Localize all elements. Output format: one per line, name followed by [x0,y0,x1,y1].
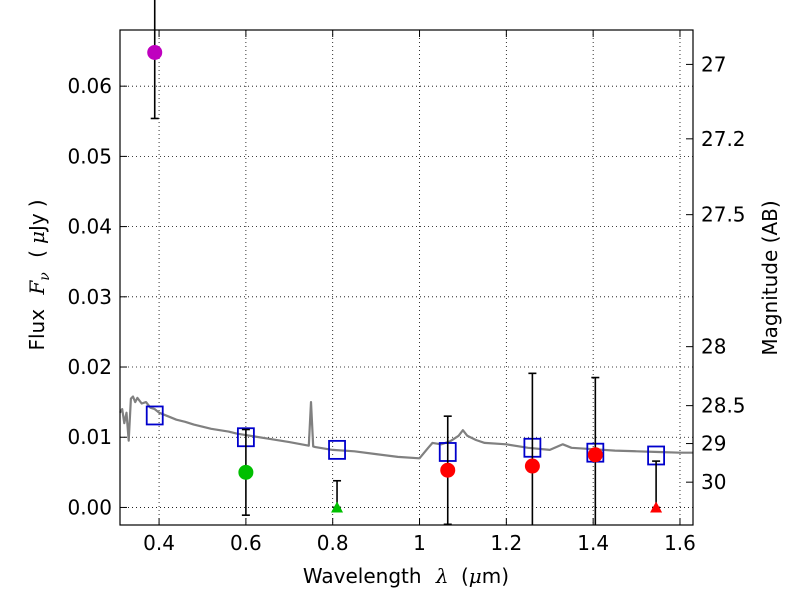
y2-tick-label: 27 [701,52,726,76]
axis-ticks: 0.4 0.6 0.8 1 1.2 1.4 1.6 0.00 0.01 0.02 0.03 0.04 0… [67,30,746,555]
observed-flux-red-point [440,462,456,478]
y2-tick-label: 27.2 [701,127,746,151]
y-axis-label-prefix: Flux [25,309,49,351]
x-axis-label-lambda: λ [435,564,449,588]
observed-flux-red-point [524,458,540,474]
plot-area [119,0,693,526]
observed-flux-red-point [587,447,603,463]
y2-tick-label: 29 [701,432,726,456]
y-axis-label-unit-jy: Jy [25,213,49,233]
x-axis-label-unit-mu: μ [469,564,482,588]
x-axis-label: Wavelength λ (μm) [303,564,509,588]
y2-tick-label: 28 [701,335,726,359]
upper-limit-green-marker [331,501,344,513]
plot-frame [119,29,694,526]
x-axis-label-unit-close: ) [501,564,509,588]
x-tick-label: 0.6 [230,531,262,555]
x-tick-label: 0.8 [317,531,349,555]
x-axis-label-unit-m: m [482,564,501,588]
y-tick-label: 0.00 [67,495,112,519]
model-sed-line [119,395,693,460]
y2-axis-label: Magnitude (AB) [758,200,782,355]
y-tick-label: 0.03 [67,285,112,309]
y-axis-label-subscript: ν [37,272,53,281]
x-tick-label: 1.6 [664,531,696,555]
y-tick-label: 0.05 [67,144,112,168]
y-tick-label: 0.01 [67,425,112,449]
y2-tick-label: 30 [701,470,726,494]
x-tick-label: 1.4 [577,531,609,555]
x-tick-label: 1 [413,531,426,555]
y-tick-label: 0.06 [67,74,112,98]
x-axis-label-prefix: Wavelength [303,564,422,588]
y2-tick-label: 28.5 [701,394,746,418]
model-band-fluxes-marker [328,439,346,460]
model-band-fluxes-marker [145,405,164,426]
y2-tick-label: 27.5 [701,203,746,227]
y-axis-label-symbol: F [25,280,49,296]
y-axis-label: Flux Fν ( μJy) [25,199,54,350]
y-axis-label-unit-open: ( [25,250,49,258]
x-tick-label: 0.4 [143,531,175,555]
observed-flux-violet-point [147,44,163,60]
y-axis-label-unit-mu: μ [25,231,49,244]
x-axis-label-unit-open: ( [461,564,469,588]
y-tick-label: 0.02 [67,355,112,379]
x-tick-label: 1.2 [490,531,522,555]
observed-flux-green-point [238,464,254,480]
y-axis-label-unit-close: ) [25,199,49,207]
upper-limit-red-marker [650,501,663,513]
y-tick-label: 0.04 [67,215,112,239]
